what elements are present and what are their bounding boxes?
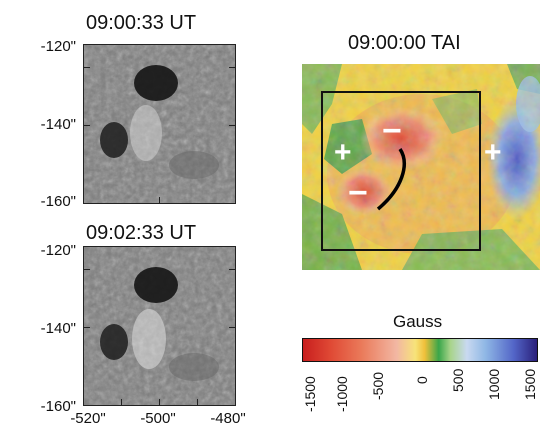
colorbar-tick-1: -1500 (302, 376, 318, 412)
colorbar-tick-4: 0 (414, 376, 430, 384)
colorbar-tick-6: 1000 (486, 368, 502, 400)
y-tick-bottom-3: -160" (40, 398, 76, 415)
top-left-image-texture (84, 45, 235, 203)
y-tick-top-2: -140" (40, 116, 76, 133)
x-tick-3: -480" (210, 410, 246, 427)
bottom-left-panel-title: 09:02:33 UT (86, 222, 197, 244)
colorbar-label: Gauss (393, 312, 443, 331)
colorbar-tick-7: 1500 (522, 368, 538, 400)
magnetogram-image: + − − + (302, 64, 540, 270)
right-panel-title: 09:00:00 TAI (348, 32, 461, 54)
y-tick-bottom-2: -140" (40, 320, 76, 337)
x-tick-2: -500" (140, 410, 176, 427)
magnetogram-texture (302, 64, 540, 270)
top-left-solar-image (83, 44, 236, 204)
y-tick-top-1: -120" (40, 38, 76, 55)
top-left-panel-title: 09:00:33 UT (86, 12, 197, 34)
colorbar (302, 338, 538, 362)
negative-polarity-mark-lower: − (348, 174, 368, 212)
negative-polarity-mark-upper: − (382, 112, 402, 150)
bottom-left-solar-image (83, 246, 236, 406)
y-tick-bottom-1: -120" (40, 242, 76, 259)
colorbar-tick-3: -500 (370, 371, 386, 400)
colorbar-tick-5: 500 (450, 368, 466, 392)
colorbar-tick-2: -1000 (334, 376, 350, 412)
y-tick-top-3: -160" (40, 193, 76, 210)
positive-polarity-mark-left: + (334, 136, 352, 169)
positive-polarity-mark-right: + (484, 136, 502, 169)
x-tick-1: -520" (70, 410, 106, 427)
bottom-left-image-texture (84, 247, 235, 405)
